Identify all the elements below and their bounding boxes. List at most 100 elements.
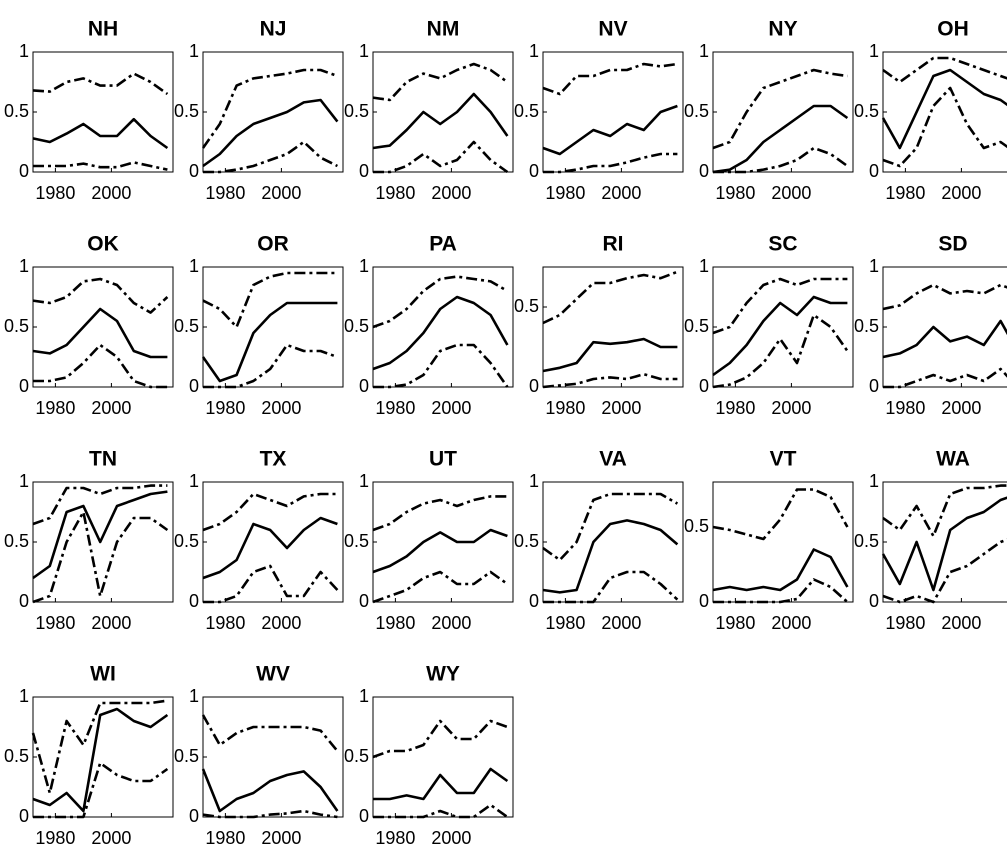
x-tick-label: 1980 <box>375 183 415 203</box>
y-tick-label: 0.5 <box>4 316 29 336</box>
y-tick-label: 0 <box>699 161 709 181</box>
x-tick-label: 1980 <box>715 183 755 203</box>
x-tick-label: 2000 <box>91 183 131 203</box>
panel: SD 0 0.5 1 1980 2000 <box>854 233 1007 418</box>
series-line <box>372 570 509 604</box>
x-tick-label: 1980 <box>205 183 245 203</box>
series-line <box>712 277 848 335</box>
series-line <box>203 564 339 604</box>
series-line <box>542 104 678 156</box>
x-tick-label: 1980 <box>375 613 415 633</box>
y-tick-label: 0.5 <box>514 296 539 316</box>
series-line <box>883 367 1007 389</box>
panel-title: TX <box>260 448 287 471</box>
panel-title: SC <box>768 233 797 256</box>
x-tick-label: 2000 <box>261 183 301 203</box>
y-tick-label: 0.5 <box>684 101 709 121</box>
series-line <box>33 761 169 819</box>
y-tick-label: 1 <box>359 41 369 61</box>
y-tick-label: 1 <box>189 686 199 706</box>
y-tick-label: 0.5 <box>514 101 539 121</box>
y-tick-label: 0 <box>529 591 539 611</box>
x-tick-label: 2000 <box>601 398 641 418</box>
panel: WV 0 0.5 1 1980 2000 <box>174 663 344 848</box>
series-line <box>201 714 339 752</box>
x-tick-label: 2000 <box>261 613 301 633</box>
axes-box <box>32 51 174 173</box>
axes-box <box>882 51 1007 173</box>
panel: VT 0 0.5 1980 2000 <box>684 448 854 633</box>
series-line <box>202 516 338 580</box>
series-line <box>201 68 338 149</box>
y-tick-label: 1 <box>869 41 879 61</box>
x-tick-label: 2000 <box>431 398 471 418</box>
series-line <box>882 283 1007 311</box>
series-line <box>32 307 168 359</box>
y-tick-label: 0 <box>359 376 369 396</box>
series-line <box>202 98 339 168</box>
series-line <box>542 62 678 96</box>
panel: WA 0 0.5 1 1980 2000 <box>854 448 1007 633</box>
axes-box <box>372 696 514 818</box>
y-tick-label: 0.5 <box>854 316 879 336</box>
x-tick-label: 1980 <box>885 613 925 633</box>
series-line <box>542 492 679 562</box>
series-line <box>712 295 848 377</box>
y-tick-label: 1 <box>359 686 369 706</box>
panel: RI 0 0.5 1980 2000 <box>514 233 684 418</box>
y-tick-label: 0 <box>869 161 879 181</box>
series-line <box>882 538 1007 604</box>
series-line <box>32 117 169 150</box>
axes-box <box>882 266 1007 388</box>
series-line <box>32 707 169 813</box>
y-tick-label: 0.5 <box>174 746 199 766</box>
panel: SC 0 0.5 1 1980 2000 <box>684 233 854 418</box>
y-tick-label: 0.5 <box>684 516 709 536</box>
series-line <box>372 62 509 102</box>
axes-box <box>542 481 684 603</box>
x-tick-label: 1980 <box>205 398 245 418</box>
y-tick-label: 1 <box>359 471 369 491</box>
series-line <box>202 809 338 819</box>
series-line <box>542 372 678 389</box>
x-tick-label: 1980 <box>715 398 755 418</box>
panel-title: NJ <box>260 18 287 41</box>
y-tick-label: 0 <box>189 376 199 396</box>
axes-box <box>712 51 854 173</box>
series-line <box>203 140 338 174</box>
x-tick-label: 1980 <box>885 398 925 418</box>
y-tick-label: 1 <box>529 471 539 491</box>
x-tick-label: 2000 <box>431 613 471 633</box>
panel-title: WI <box>90 663 116 686</box>
panel-title: SD <box>938 233 967 256</box>
x-tick-label: 1980 <box>885 183 925 203</box>
series-line <box>372 275 509 329</box>
series-line <box>882 484 1007 538</box>
panel: NH 0 0.5 1 1980 2000 <box>4 18 174 203</box>
axes-box <box>32 696 174 818</box>
y-tick-label: 0.5 <box>344 746 369 766</box>
axes-box <box>202 696 344 818</box>
y-tick-label: 0 <box>359 161 369 181</box>
y-tick-label: 0 <box>699 376 709 396</box>
y-tick-label: 0 <box>869 591 879 611</box>
y-tick-label: 1 <box>19 41 29 61</box>
x-tick-label: 1980 <box>545 613 585 633</box>
y-tick-label: 1 <box>359 256 369 276</box>
series-line <box>882 319 1007 359</box>
panel-title: UT <box>429 448 457 471</box>
panel-title: NY <box>768 18 797 41</box>
axes-box <box>542 51 684 173</box>
panel-title: NM <box>427 18 460 41</box>
series-line <box>712 104 849 174</box>
series-line <box>712 548 849 592</box>
series-line <box>543 152 678 174</box>
x-tick-label: 1980 <box>545 183 585 203</box>
panel: NY 0 0.5 1 1980 2000 <box>684 18 854 203</box>
series-line <box>372 719 508 759</box>
panel-title: WV <box>256 663 290 686</box>
series-line <box>881 496 1007 592</box>
y-tick-label: 0 <box>529 161 539 181</box>
y-tick-label: 0 <box>699 591 709 611</box>
